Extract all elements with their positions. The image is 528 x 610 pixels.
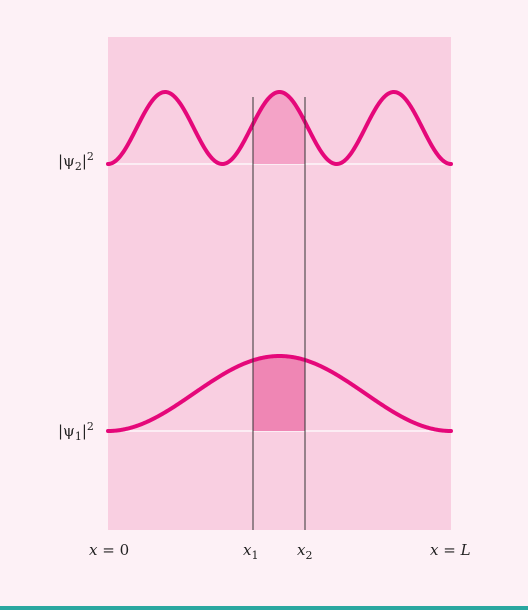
x2-label: x2 — [297, 541, 312, 562]
psi2-squared-curve — [106, 89, 453, 166]
x-zero-label: x = 0 — [89, 541, 129, 559]
shaded-region-psi1 — [253, 356, 305, 431]
shaded-region-psi2 — [253, 92, 305, 164]
psi1-squared-label: |ψ1|2 — [58, 420, 94, 443]
psi1-squared-curve — [106, 354, 453, 433]
psi2-squared-label: |ψ2|2 — [58, 150, 94, 173]
x-L-label: x = L — [430, 541, 471, 559]
x1-label: x1 — [243, 541, 258, 562]
bottom-rule — [0, 606, 528, 610]
